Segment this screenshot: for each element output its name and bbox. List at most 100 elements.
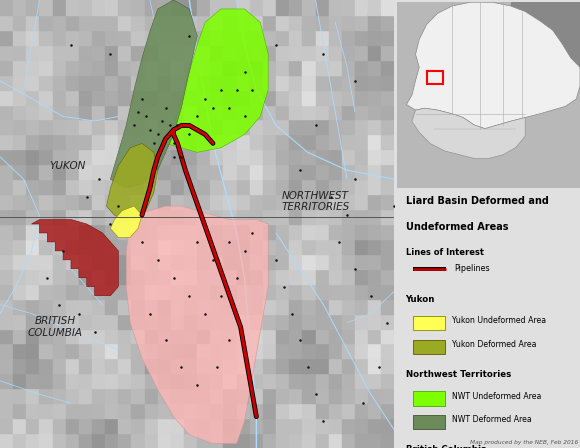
Bar (211, 238, 224, 254)
Bar (197, 268, 211, 284)
Bar (276, 388, 289, 403)
Bar (329, 194, 342, 209)
Bar (158, 388, 171, 403)
Bar (105, 89, 119, 104)
Bar (197, 418, 211, 433)
Polygon shape (110, 0, 197, 188)
Bar (0, 313, 13, 328)
Bar (237, 298, 250, 314)
Bar (316, 0, 329, 15)
Bar (250, 433, 263, 448)
Bar (329, 74, 342, 90)
Bar (211, 313, 224, 328)
Bar (39, 59, 53, 75)
Bar (211, 343, 224, 358)
Bar (158, 358, 171, 373)
Bar (250, 358, 263, 373)
Bar (316, 403, 329, 418)
Bar (355, 358, 368, 373)
Bar (211, 179, 224, 194)
Bar (0, 119, 13, 134)
Bar (329, 59, 342, 75)
Bar (263, 0, 277, 15)
Bar (66, 74, 79, 90)
Bar (39, 44, 53, 60)
Bar (132, 119, 145, 134)
Bar (53, 30, 66, 45)
Bar (158, 134, 171, 149)
Bar (13, 209, 27, 224)
Bar (263, 119, 277, 134)
Bar (118, 358, 132, 373)
Bar (171, 328, 184, 344)
Bar (0, 89, 13, 104)
Bar (26, 298, 40, 314)
Bar (26, 134, 40, 149)
Bar (329, 209, 342, 224)
Bar (105, 164, 119, 179)
Bar (289, 119, 303, 134)
Bar (53, 388, 66, 403)
Bar (250, 164, 263, 179)
Bar (144, 119, 158, 134)
Bar (355, 59, 368, 75)
Bar (105, 14, 119, 30)
Bar (144, 59, 158, 75)
Bar (223, 418, 237, 433)
Bar (250, 313, 263, 328)
Bar (250, 328, 263, 344)
Bar (302, 194, 316, 209)
Bar (132, 89, 145, 104)
Bar (0, 343, 13, 358)
Bar (250, 74, 263, 90)
Bar (223, 179, 237, 194)
Bar (0, 134, 13, 149)
Bar (237, 313, 250, 328)
Bar (250, 224, 263, 239)
Bar (368, 14, 382, 30)
Bar (0, 59, 13, 75)
Bar (105, 343, 119, 358)
Bar (368, 224, 382, 239)
Bar (39, 30, 53, 45)
Bar (13, 403, 27, 418)
Bar (92, 104, 106, 120)
Bar (79, 388, 92, 403)
Bar (144, 134, 158, 149)
Bar (79, 238, 92, 254)
Bar (302, 268, 316, 284)
Bar (276, 179, 289, 194)
Bar (355, 433, 368, 448)
Bar (237, 254, 250, 269)
Bar (144, 328, 158, 344)
Bar (39, 418, 53, 433)
Bar (144, 164, 158, 179)
Bar (289, 283, 303, 299)
Bar (118, 14, 132, 30)
Bar (53, 433, 66, 448)
Bar (276, 149, 289, 164)
Bar (132, 373, 145, 388)
Bar (105, 44, 119, 60)
Bar (237, 179, 250, 194)
Bar (79, 0, 92, 15)
Bar (0, 44, 13, 60)
Bar (263, 224, 277, 239)
Bar (39, 313, 53, 328)
Bar (223, 104, 237, 120)
Bar (237, 388, 250, 403)
Bar (144, 433, 158, 448)
Bar (197, 194, 211, 209)
Bar (79, 268, 92, 284)
Bar (368, 179, 382, 194)
Bar (329, 134, 342, 149)
Bar (329, 254, 342, 269)
Bar (118, 89, 132, 104)
Bar (289, 59, 303, 75)
Bar (39, 134, 53, 149)
Bar (316, 268, 329, 284)
Bar (329, 179, 342, 194)
Bar (105, 418, 119, 433)
Bar (92, 74, 106, 90)
Bar (132, 388, 145, 403)
